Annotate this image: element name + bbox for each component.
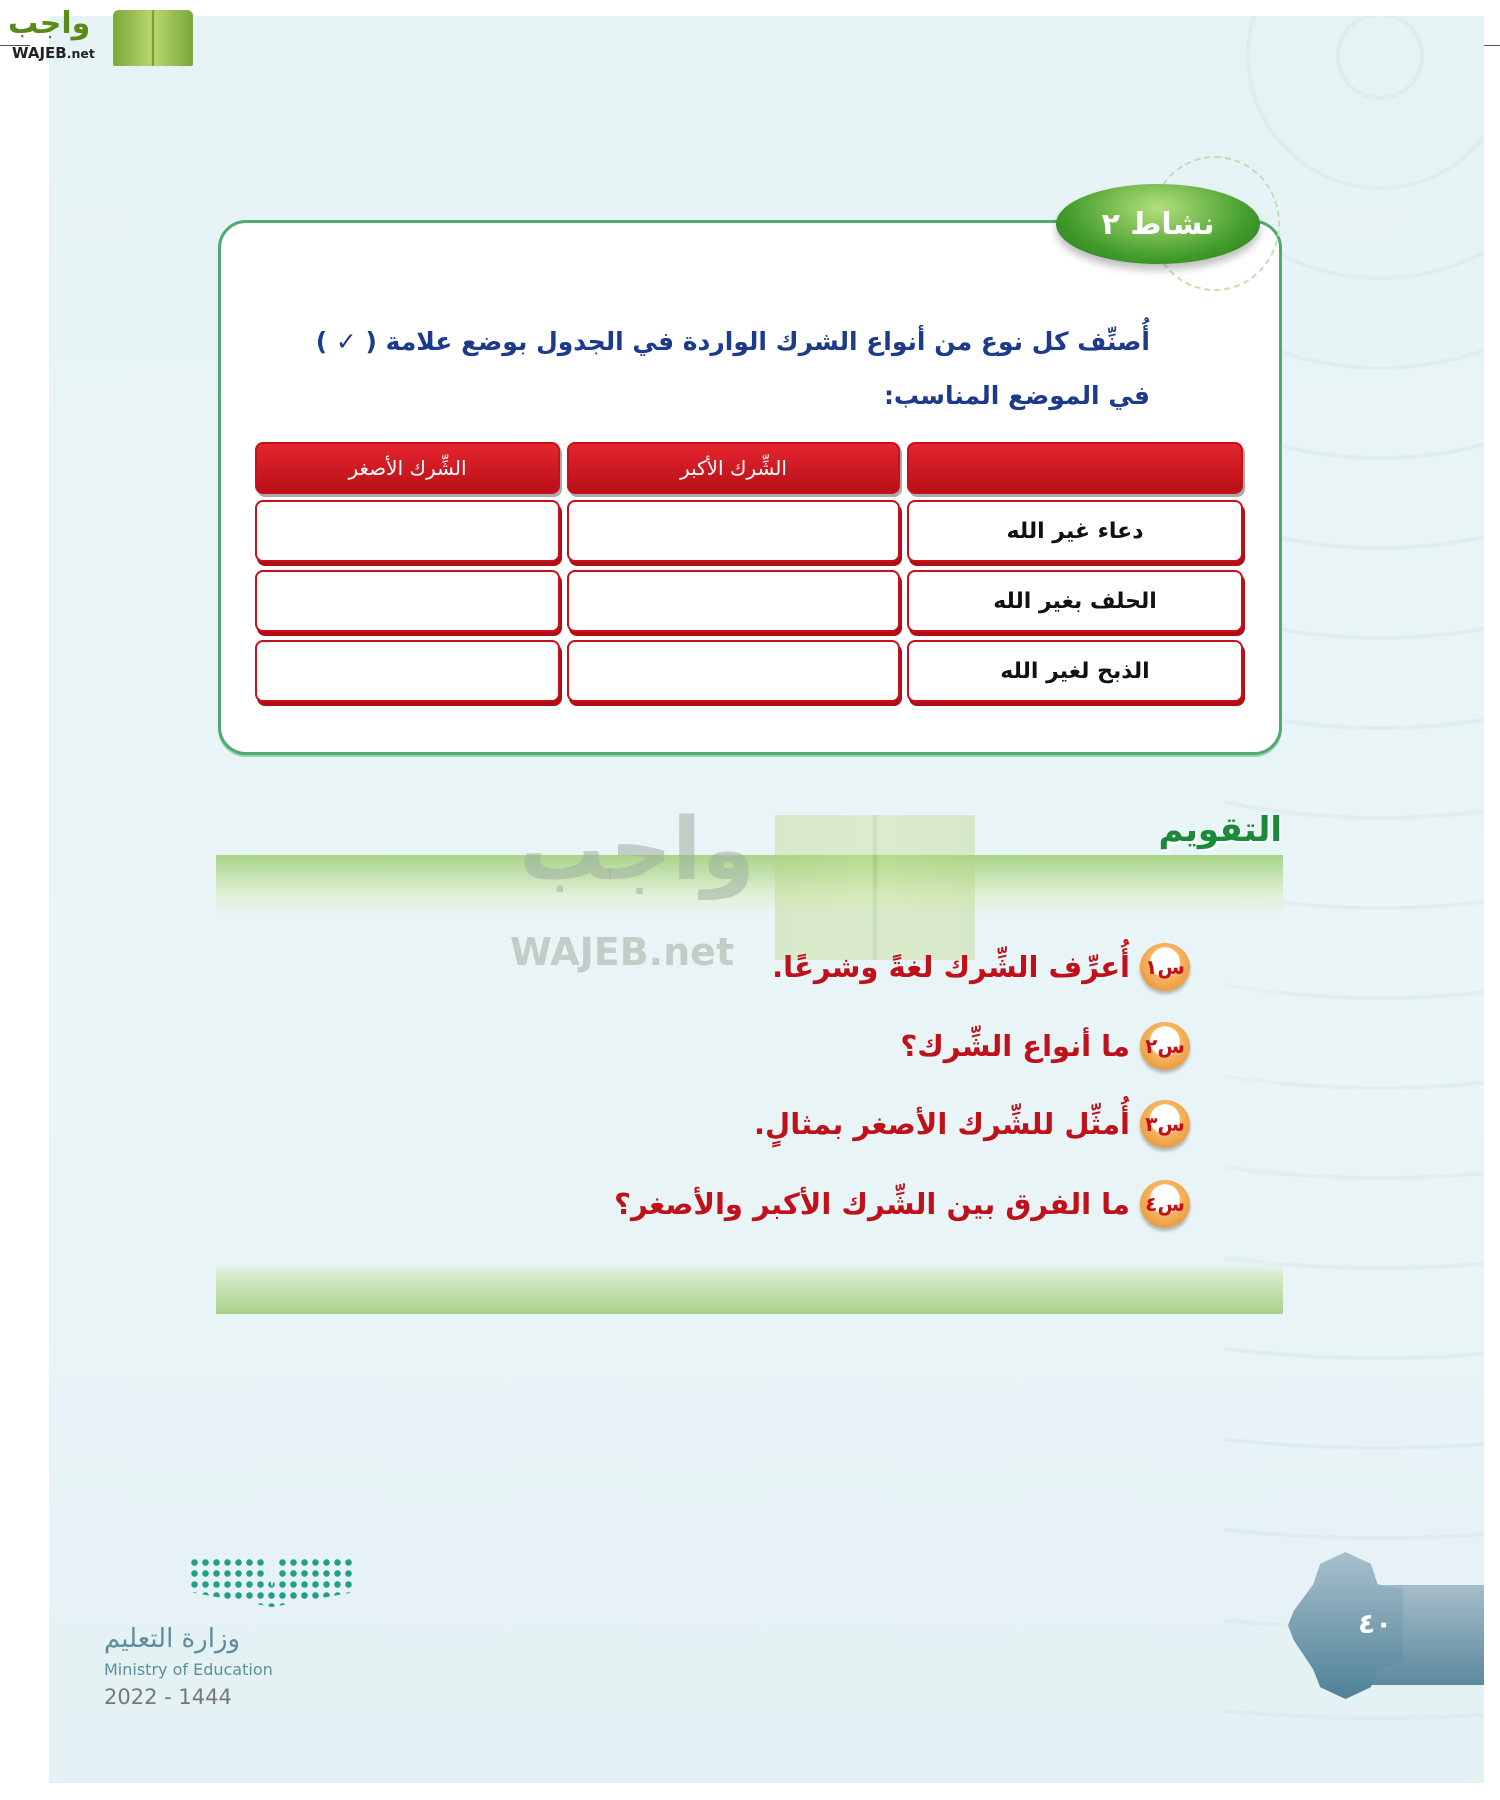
checkbox-cell[interactable] xyxy=(255,640,560,702)
page-number: ٤٠ xyxy=(1358,1607,1393,1640)
crop-mark xyxy=(0,45,30,46)
question-item: س٤ ما الفرق بين الشِّرك الأكبر والأصغر؟ xyxy=(614,1180,1190,1228)
evaluation-title: التقويم xyxy=(1158,810,1282,850)
question-item: س٢ ما أنواع الشِّرك؟ xyxy=(900,1022,1190,1070)
year-label: 2022 - 1444 xyxy=(104,1685,232,1709)
question-number-badge: س٣ xyxy=(1140,1100,1190,1148)
checkbox-cell[interactable] xyxy=(567,640,900,702)
table-header: الشِّرك الأكبر xyxy=(567,442,900,494)
checkbox-cell[interactable] xyxy=(567,500,900,562)
table-header xyxy=(907,442,1243,494)
row-label: دعاء غير الله xyxy=(907,500,1243,562)
question-item: س١ أُعرِّف الشِّرك لغةً وشرعًا. xyxy=(772,943,1190,991)
book-icon xyxy=(113,10,193,66)
row-label: الحلف بغير الله xyxy=(907,570,1243,632)
activity-badge: نشاط ٢ xyxy=(1056,184,1260,264)
watermark-arabic: واجب xyxy=(519,800,755,900)
wajeb-logo[interactable]: واجب WAJEB.net xyxy=(8,6,193,66)
question-text: أُعرِّف الشِّرك لغةً وشرعًا. xyxy=(772,950,1130,984)
table-header: الشِّرك الأصغر xyxy=(255,442,560,494)
logo-latin: WAJEB.net xyxy=(12,44,95,62)
question-number-badge: س١ xyxy=(1140,943,1190,991)
question-number-badge: س٢ xyxy=(1140,1022,1190,1070)
watermark-latin: WAJEB.net xyxy=(510,930,735,974)
classification-table: الشِّرك الأكبر الشِّرك الأصغر دعاء غير ا… xyxy=(255,442,1243,708)
checkbox-cell[interactable] xyxy=(255,570,560,632)
logo-arabic: واجب xyxy=(8,6,91,41)
activity-instruction: أُصنِّف كل نوع من أنواع الشرك الواردة في… xyxy=(315,327,1150,410)
ministry-name-en: Ministry of Education xyxy=(104,1660,273,1679)
question-text: أُمثِّل للشِّرك الأصغر بمثالٍ. xyxy=(754,1107,1130,1141)
question-text: ما أنواع الشِّرك؟ xyxy=(900,1029,1130,1063)
page-number-badge: ٤٠ xyxy=(1288,1552,1484,1699)
watermark-book-icon xyxy=(775,815,975,960)
crop-mark xyxy=(1470,45,1500,46)
checkbox-cell[interactable] xyxy=(567,570,900,632)
evaluation-band xyxy=(216,855,1283,1314)
question-number-badge: س٤ xyxy=(1140,1180,1190,1228)
question-text: ما الفرق بين الشِّرك الأكبر والأصغر؟ xyxy=(614,1187,1130,1221)
checkbox-cell[interactable] xyxy=(255,500,560,562)
question-item: س٣ أُمثِّل للشِّرك الأصغر بمثالٍ. xyxy=(754,1100,1190,1148)
row-label: الذبح لغير الله xyxy=(907,640,1243,702)
ministry-name-ar: وزارة التعليم xyxy=(104,1624,241,1654)
